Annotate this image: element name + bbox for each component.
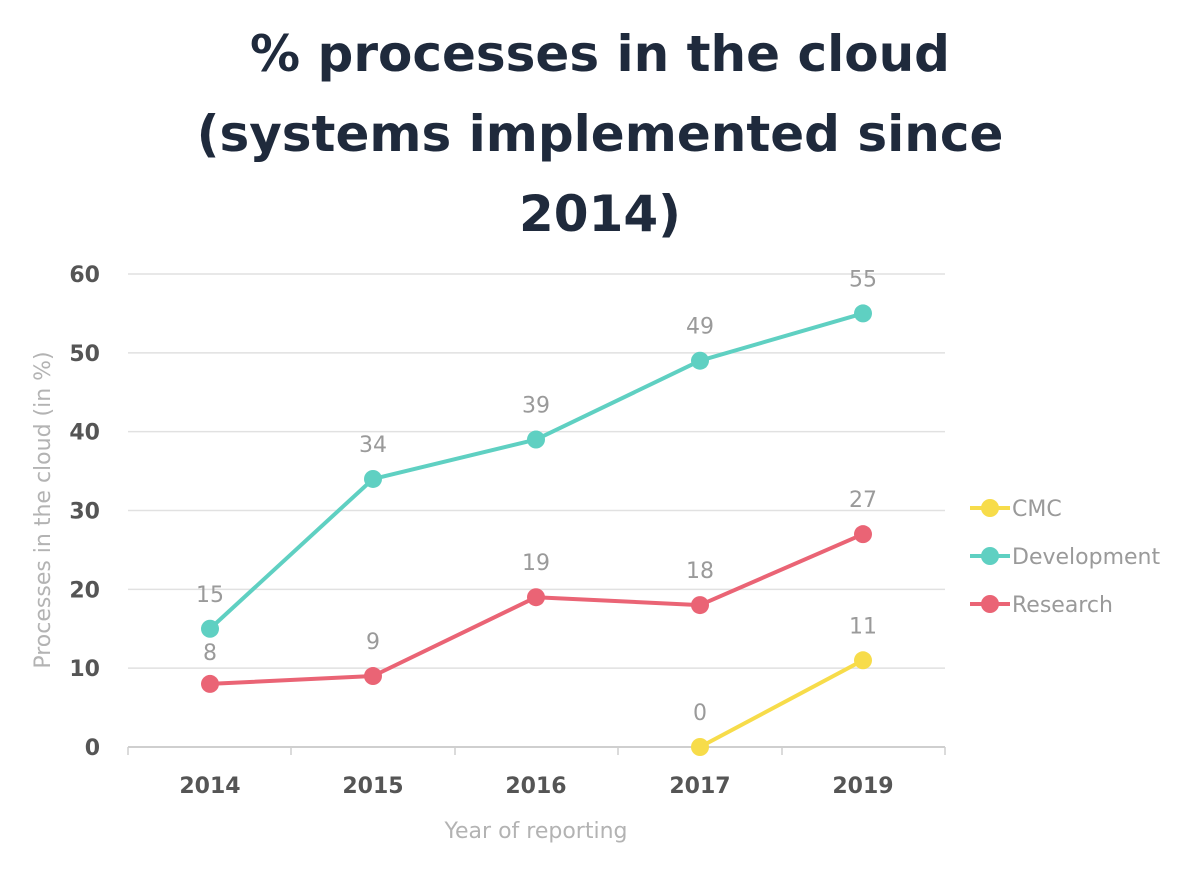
development-data-label: 34	[359, 433, 387, 458]
series-group: 0 11 15 34 39 49 55 8 9 19 18 27	[196, 267, 877, 756]
y-tick-label: 0	[85, 736, 100, 761]
x-tick-label: 2014	[179, 774, 240, 799]
development-data-label: 15	[196, 583, 224, 608]
development-data-point	[691, 351, 709, 370]
legend-cmc-marker	[981, 499, 999, 517]
development-data-point	[201, 619, 219, 638]
y-tick-label: 30	[69, 500, 100, 525]
cmc-data-label: 0	[693, 701, 707, 726]
x-tick-label: 2017	[669, 774, 730, 799]
cmc-data-point	[854, 651, 872, 670]
x-axis-title: Year of reporting	[444, 819, 628, 844]
y-tick-label: 40	[69, 421, 100, 446]
cmc-data-point	[691, 738, 709, 756]
research-data-point	[691, 596, 709, 615]
development-data-point	[527, 430, 545, 449]
x-tick-label: 2015	[342, 774, 403, 799]
development-data-label: 55	[849, 267, 877, 292]
x-tick-label: 2019	[832, 774, 893, 799]
legend-cmc-label: CMC	[1012, 497, 1062, 522]
legend-development-marker	[981, 547, 999, 565]
y-tick-label: 60	[69, 263, 100, 288]
chart-title-line-2: (systems implemented since	[196, 105, 1004, 163]
research-data-point	[854, 525, 872, 544]
development-series-line	[208, 311, 864, 631]
y-axis-title: Processes in the cloud (in %)	[31, 351, 56, 668]
cmc-data-label: 11	[849, 614, 877, 639]
research-data-label: 8	[203, 641, 217, 666]
y-tick-label: 10	[69, 657, 100, 682]
legend-research-marker	[981, 595, 999, 613]
development-data-point	[364, 469, 382, 488]
legend-research-label: Research	[1012, 593, 1113, 618]
research-data-point	[201, 674, 219, 693]
research-data-point	[527, 588, 545, 607]
y-tick-label: 20	[69, 578, 100, 603]
development-data-label: 49	[686, 315, 714, 340]
research-data-label: 18	[686, 559, 714, 584]
chart-title-line-3: 2014)	[518, 185, 681, 243]
research-data-label: 19	[522, 551, 550, 576]
y-tick-label: 50	[69, 342, 100, 367]
y-axis-ticks: 0 10 20 30 40 50 60	[69, 263, 100, 761]
research-data-label: 9	[366, 630, 380, 655]
legend-development-label: Development	[1012, 545, 1160, 570]
development-data-label: 39	[522, 394, 550, 419]
research-data-point	[364, 667, 382, 686]
chart-title: % processes in the cloud (systems implem…	[100, 14, 1100, 254]
x-tick-label: 2016	[505, 774, 566, 799]
research-data-label: 27	[849, 488, 877, 513]
cmc-series-line	[699, 658, 864, 749]
development-data-point	[854, 304, 872, 323]
legend: CMC Development Research	[970, 497, 1160, 618]
chart-title-line-1: % processes in the cloud	[250, 25, 950, 83]
x-axis-ticks: 2014 2015 2016 2017 2019	[179, 774, 893, 799]
